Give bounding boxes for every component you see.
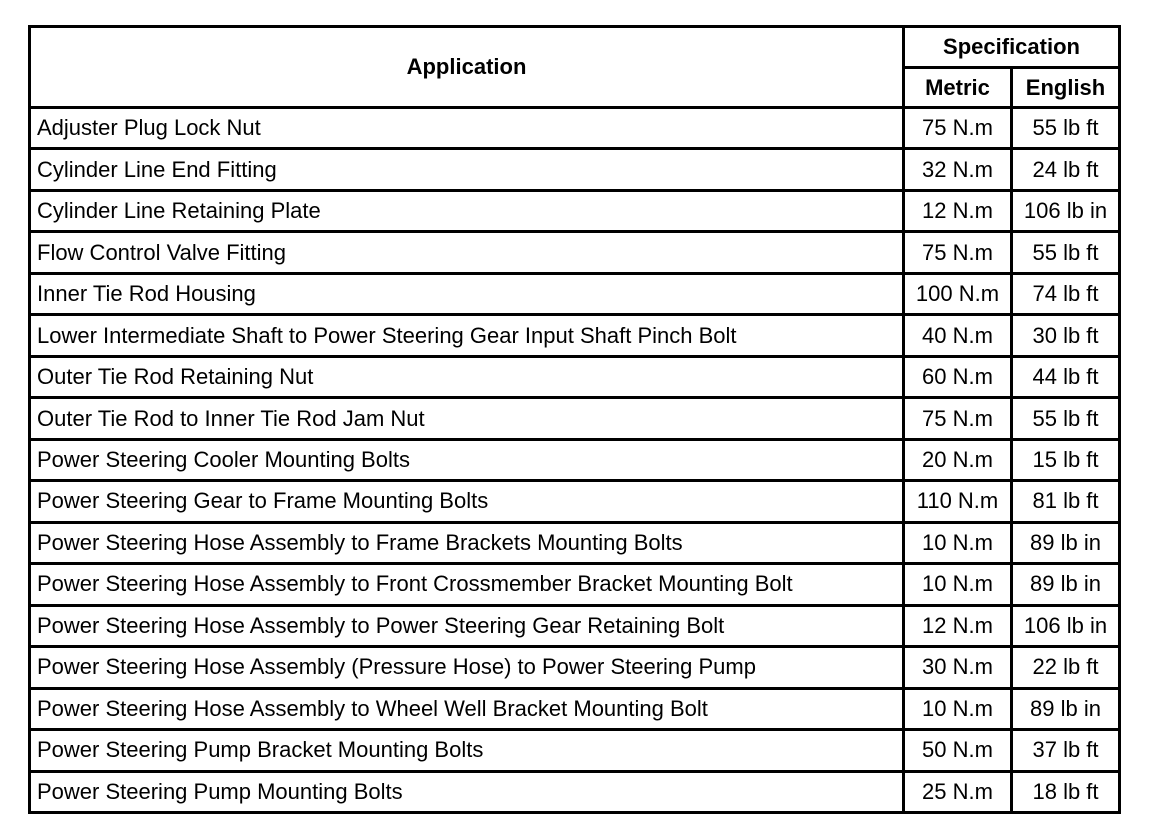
english-cell: 22 lb ft bbox=[1009, 645, 1122, 690]
metric-cell: 12 N.m bbox=[902, 188, 1013, 234]
english-cell: 89 lb in bbox=[1009, 520, 1122, 566]
metric-cell: 10 N.m bbox=[902, 562, 1013, 607]
application-cell: Power Steering Cooler Mounting Bolts bbox=[28, 437, 905, 483]
english-cell: 15 lb ft bbox=[1009, 437, 1122, 483]
english-cell: 106 lb in bbox=[1009, 603, 1122, 649]
header-row: Application Specification bbox=[28, 25, 1122, 109]
metric-cell: 25 N.m bbox=[902, 769, 1013, 814]
metric-cell: 50 N.m bbox=[902, 728, 1013, 773]
application-cell: Power Steering Gear to Frame Mounting Bo… bbox=[28, 479, 905, 524]
english-cell: 24 lb ft bbox=[1009, 147, 1122, 192]
table-row: Outer Tie Rod Retaining Nut 60 N.m 44 lb f… bbox=[28, 354, 1122, 400]
table-row: Inner Tie Rod Housing 100 N.m 74 lb ft bbox=[28, 271, 1122, 317]
english-cell: 55 lb ft bbox=[1009, 396, 1122, 441]
application-cell: Power Steering Hose Assembly (Pressure H… bbox=[28, 645, 905, 690]
metric-cell: 100 N.m bbox=[902, 271, 1013, 317]
table-row: Power Steering Gear to Frame Mounting Bo… bbox=[28, 479, 1122, 524]
table-row: Power Steering Hose Assembly to Frame Br… bbox=[28, 520, 1122, 566]
metric-cell: 75 N.m bbox=[902, 105, 1013, 151]
english-cell: 44 lb ft bbox=[1009, 354, 1122, 400]
english-cell: 106 lb in bbox=[1009, 188, 1122, 234]
metric-cell: 12 N.m bbox=[902, 603, 1013, 649]
torque-spec-table: Application Specification Metric English… bbox=[28, 25, 1122, 814]
metric-cell: 75 N.m bbox=[902, 396, 1013, 441]
english-cell: 37 lb ft bbox=[1009, 728, 1122, 773]
table-row: Power Steering Hose Assembly to Wheel We… bbox=[28, 686, 1122, 732]
english-header: English bbox=[1009, 66, 1122, 109]
application-header: Application bbox=[28, 25, 905, 109]
table-row: Flow Control Valve Fitting 75 N.m 55 lb ft bbox=[28, 230, 1122, 275]
table-row: Power Steering Hose Assembly to Power St… bbox=[28, 603, 1122, 649]
table-row: Power Steering Hose Assembly to Front Cr… bbox=[28, 562, 1122, 607]
metric-cell: 10 N.m bbox=[902, 520, 1013, 566]
table-row: Cylinder Line Retaining Plate 12 N.m 106 l… bbox=[28, 188, 1122, 234]
application-cell: Power Steering Hose Assembly to Power St… bbox=[28, 603, 905, 649]
application-cell: Power Steering Hose Assembly to Front Cr… bbox=[28, 562, 905, 607]
application-cell: Cylinder Line Retaining Plate bbox=[28, 188, 905, 234]
english-cell: 55 lb ft bbox=[1009, 230, 1122, 275]
application-cell: Cylinder Line End Fitting bbox=[28, 147, 905, 192]
application-cell: Power Steering Pump Mounting Bolts bbox=[28, 769, 905, 814]
metric-cell: 32 N.m bbox=[902, 147, 1013, 192]
table-row: Power Steering Hose Assembly (Pressure H… bbox=[28, 645, 1122, 690]
metric-cell: 20 N.m bbox=[902, 437, 1013, 483]
application-cell: Inner Tie Rod Housing bbox=[28, 271, 905, 317]
english-cell: 18 lb ft bbox=[1009, 769, 1122, 814]
table-row: Power Steering Pump Mounting Bolts 25 N.m… bbox=[28, 769, 1122, 814]
english-cell: 74 lb ft bbox=[1009, 271, 1122, 317]
application-cell: Flow Control Valve Fitting bbox=[28, 230, 905, 275]
english-cell: 30 lb ft bbox=[1009, 313, 1122, 358]
application-cell: Power Steering Pump Bracket Mounting Bol… bbox=[28, 728, 905, 773]
application-cell: Power Steering Hose Assembly to Frame Br… bbox=[28, 520, 905, 566]
application-cell: Power Steering Hose Assembly to Wheel We… bbox=[28, 686, 905, 732]
english-cell: 81 lb ft bbox=[1009, 479, 1122, 524]
metric-cell: 60 N.m bbox=[902, 354, 1013, 400]
metric-cell: 75 N.m bbox=[902, 230, 1013, 275]
table-row: Lower Intermediate Shaft to Power Steeri… bbox=[28, 313, 1122, 358]
metric-cell: 110 N.m bbox=[902, 479, 1013, 524]
application-cell: Outer Tie Rod to Inner Tie Rod Jam Nut bbox=[28, 396, 905, 441]
application-cell: Adjuster Plug Lock Nut bbox=[28, 105, 905, 151]
table-row: Power Steering Cooler Mounting Bolts 20 N… bbox=[28, 437, 1122, 483]
application-cell: Outer Tie Rod Retaining Nut bbox=[28, 354, 905, 400]
metric-header: Metric bbox=[902, 66, 1013, 109]
table-row: Power Steering Pump Bracket Mounting Bol… bbox=[28, 728, 1122, 773]
english-cell: 55 lb ft bbox=[1009, 105, 1122, 151]
english-cell: 89 lb in bbox=[1009, 562, 1122, 607]
table-row: Cylinder Line End Fitting 32 N.m 24 lb ft bbox=[28, 147, 1122, 192]
table-row: Outer Tie Rod to Inner Tie Rod Jam Nut 75… bbox=[28, 396, 1122, 441]
table-row: Adjuster Plug Lock Nut 75 N.m 55 lb ft bbox=[28, 105, 1122, 151]
application-cell: Lower Intermediate Shaft to Power Steeri… bbox=[28, 313, 905, 358]
english-cell: 89 lb in bbox=[1009, 686, 1122, 732]
metric-cell: 30 N.m bbox=[902, 645, 1013, 690]
metric-cell: 10 N.m bbox=[902, 686, 1013, 732]
specification-header: Specification bbox=[901, 25, 1122, 69]
metric-cell: 40 N.m bbox=[902, 313, 1013, 358]
subheader-row: Metric English bbox=[30, 66, 1122, 109]
